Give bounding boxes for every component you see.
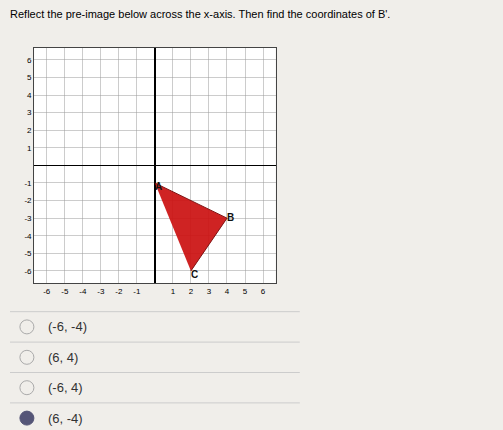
svg-text:-6: -6 (24, 267, 32, 276)
svg-text:(-6, -4): (-6, -4) (48, 319, 87, 334)
svg-text:(6, 4): (6, 4) (48, 350, 78, 365)
svg-text:-4: -4 (79, 287, 87, 296)
svg-text:-5: -5 (24, 249, 32, 258)
svg-text:-1: -1 (133, 287, 141, 296)
svg-text:3: 3 (207, 287, 212, 296)
svg-text:-1: -1 (24, 179, 32, 188)
svg-text:1: 1 (171, 287, 176, 296)
svg-text:C: C (191, 269, 198, 280)
svg-text:B: B (227, 212, 234, 223)
svg-text:4: 4 (225, 287, 230, 296)
svg-text:2: 2 (27, 126, 32, 135)
svg-text:-4: -4 (24, 232, 32, 241)
svg-text:(6, -4): (6, -4) (48, 411, 83, 426)
svg-text:-5: -5 (61, 287, 69, 296)
svg-text:6: 6 (261, 287, 266, 296)
svg-text:-2: -2 (24, 196, 32, 205)
svg-text:-2: -2 (115, 287, 123, 296)
svg-text:2: 2 (189, 287, 194, 296)
svg-text:5: 5 (243, 287, 248, 296)
svg-text:5: 5 (27, 73, 32, 82)
svg-text:-3: -3 (24, 214, 32, 223)
svg-text:-6: -6 (43, 287, 51, 296)
svg-text:-3: -3 (97, 287, 105, 296)
svg-text:1: 1 (27, 144, 32, 153)
svg-text:A: A (155, 181, 162, 192)
svg-text:Reflect the pre-image below ac: Reflect the pre-image below across the x… (10, 8, 390, 20)
svg-text:3: 3 (27, 108, 32, 117)
svg-text:6: 6 (27, 56, 32, 65)
svg-text:(-6, 4): (-6, 4) (48, 380, 83, 395)
svg-text:4: 4 (27, 91, 32, 100)
